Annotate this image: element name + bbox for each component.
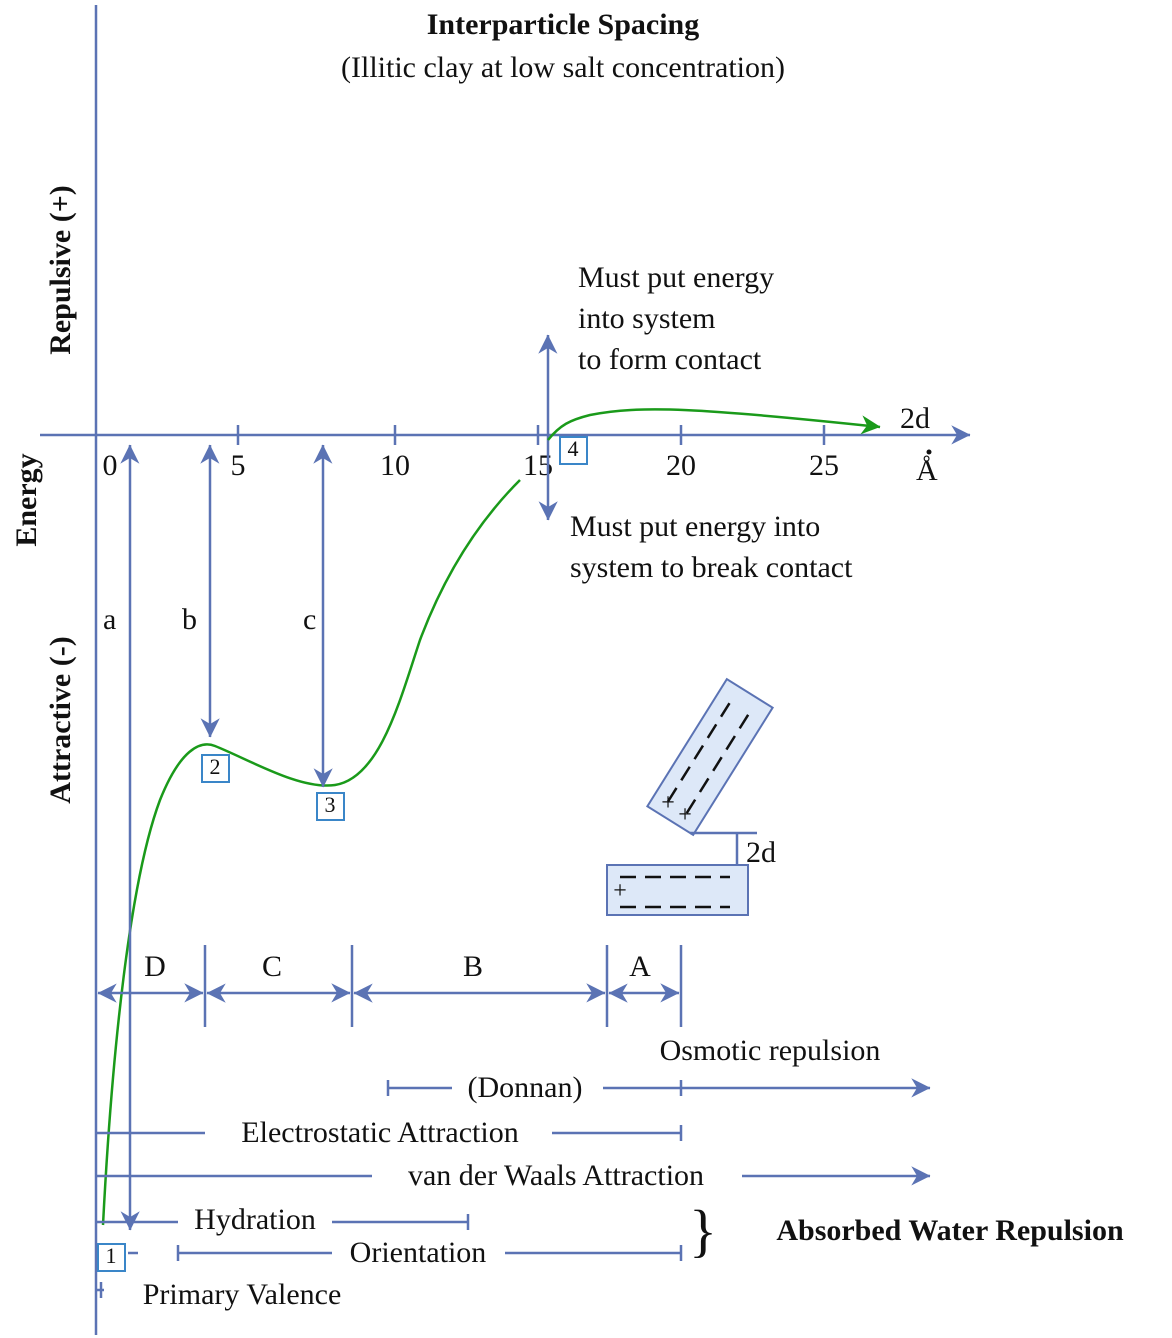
y-label-bottom: Attractive (-) [44,636,77,803]
range-label: Hydration [194,1203,316,1236]
diagram: Interparticle Spacing (Illitic clay at l… [0,0,1172,1338]
energy-curve [103,480,520,1225]
y-label-top: Repulsive (+) [44,185,77,355]
zone-label: B [463,950,483,983]
range-label: Electrostatic Attraction [241,1116,518,1149]
x-tick-label: 0 [103,449,118,482]
x-unit: Å [916,454,938,487]
plus: + [613,878,627,904]
unit-dot [927,450,932,455]
zone-label: A [629,950,651,983]
annotation: into system [578,302,716,335]
point-label: 1 [106,1243,117,1268]
zone-label: D [144,950,166,983]
zone-label: C [262,950,282,983]
title: Interparticle Spacing [427,8,699,41]
group-label: Absorbed Water Repulsion [776,1214,1124,1247]
x-end-label: 2d [900,402,930,435]
plus: + [661,790,675,816]
arrow-label: b [182,603,197,636]
point-label: 3 [325,792,336,817]
arrow-label: a [103,603,116,636]
group: Interparticle Spacing (Illitic clay at l… [10,5,1124,1335]
zone-lines [98,945,681,1027]
range-label: van der Waals Attraction [408,1159,704,1192]
range-label: Orientation [350,1236,487,1269]
x-tick-label: 5 [231,449,246,482]
page: Interparticle Spacing (Illitic clay at l… [0,0,1172,1338]
arrow-label: c [303,603,316,636]
plus: + [678,802,692,828]
range-label: (Donnan) [468,1071,583,1104]
annotation: Must put energy [578,261,774,294]
x-tick-label: 25 [809,449,839,482]
x-tick-label: 10 [380,449,410,482]
range-label: Osmotic repulsion [660,1034,881,1067]
annotation: Must put energy into [570,510,820,543]
point-label: 2 [210,754,221,779]
point-label: 4 [568,436,579,461]
y-label: Energy [10,453,43,546]
gap-label: 2d [746,836,776,869]
range-label: Primary Valence [143,1278,342,1311]
annotation: system to break contact [570,551,853,584]
subtitle: (Illitic clay at low salt concentration) [341,51,785,84]
x-tick-label: 20 [666,449,696,482]
annotation: to form contact [578,343,762,376]
brace: } [689,1198,717,1263]
